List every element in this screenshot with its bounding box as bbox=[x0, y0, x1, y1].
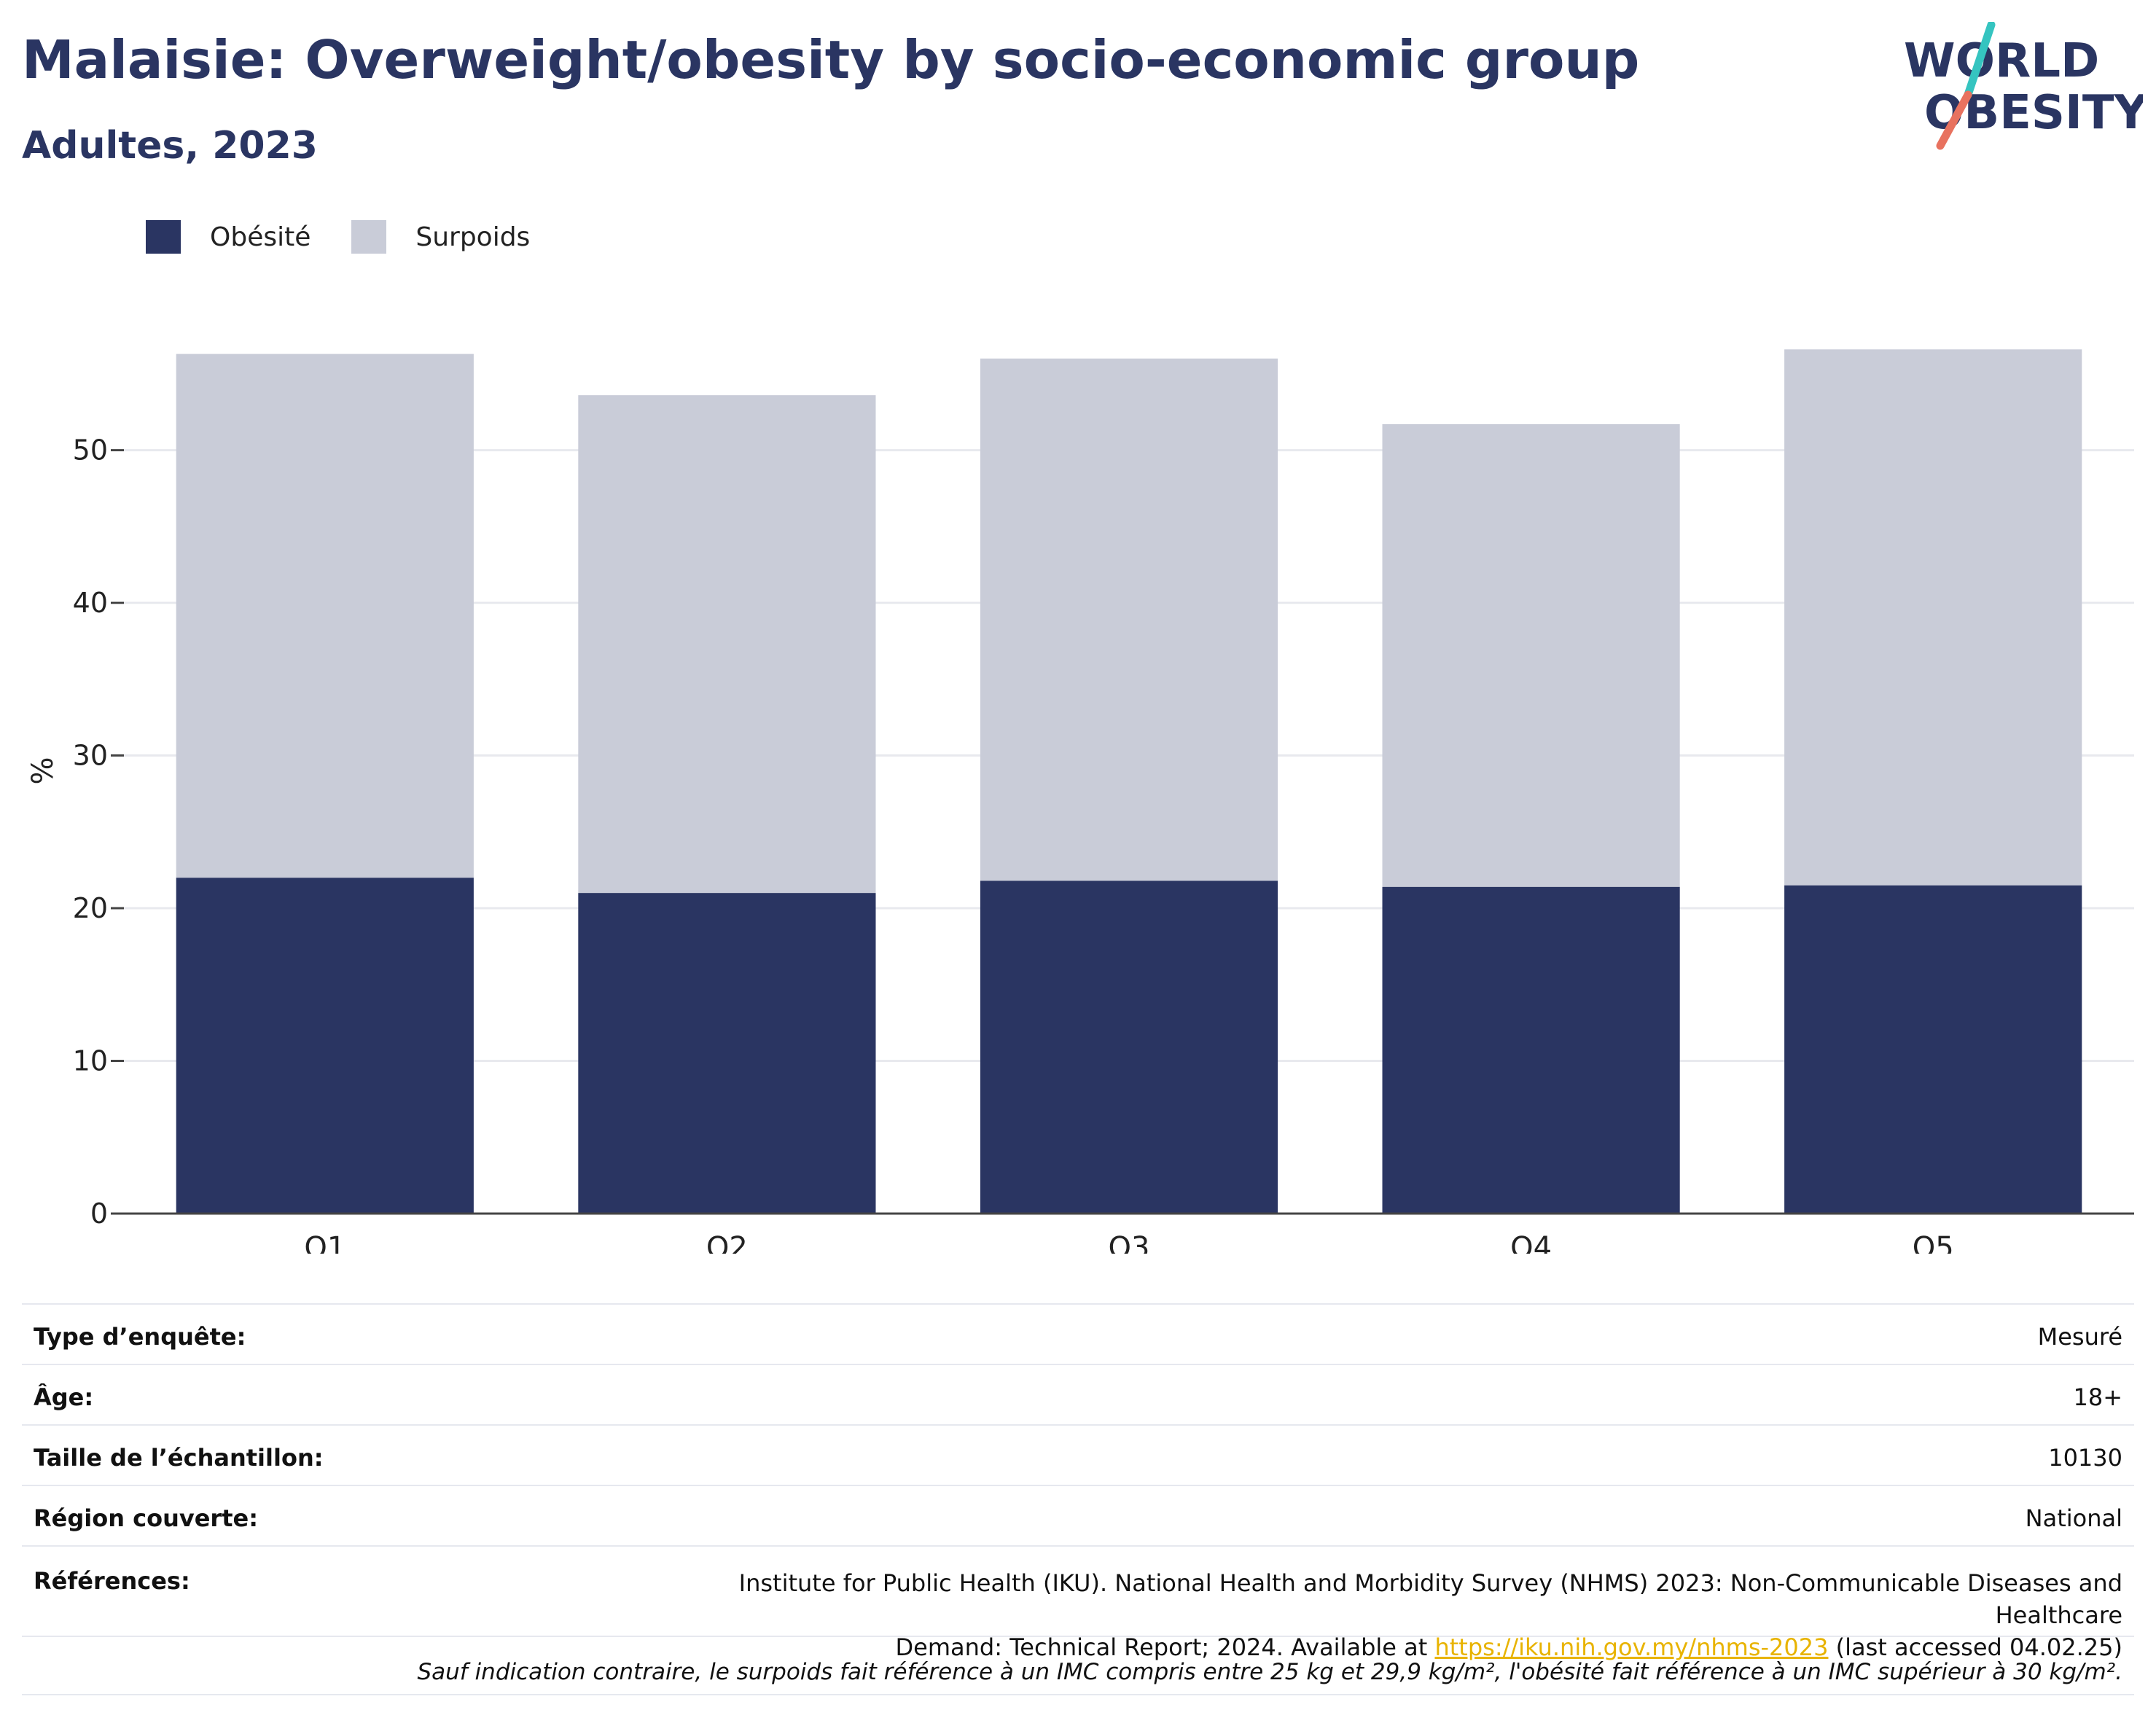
page-subtitle: Adultes, 2023 bbox=[22, 124, 318, 168]
legend-label-obesity: Obésité bbox=[210, 222, 311, 252]
info-label-sample-size: Taille de l’échantillon: bbox=[34, 1444, 324, 1472]
legend-item-overweight[interactable]: Surpoids bbox=[351, 220, 530, 254]
legend-swatch-overweight bbox=[351, 220, 387, 254]
stacked-bar-chart: 0 10 20 30 40 50% Q1 Q2 Q3 Q4 Q5 bbox=[26, 349, 2134, 1254]
bar-q4-overweight[interactable] bbox=[1382, 423, 1680, 887]
info-row-note: Sauf indication contraire, le surpoids f… bbox=[22, 1636, 2134, 1695]
info-row-region: Région couverte: National bbox=[22, 1485, 2134, 1545]
info-value-survey-type: Mesuré bbox=[2037, 1323, 2122, 1351]
y-axis-label: % bbox=[26, 757, 60, 784]
y-tick-label-40: 40 bbox=[73, 587, 108, 619]
info-value-references: Institute for Public Health (IKU). Natio… bbox=[665, 1567, 2122, 1663]
logo-line1: WORLD bbox=[1904, 34, 2099, 88]
info-label-references: Références: bbox=[34, 1567, 190, 1595]
info-label-age: Âge: bbox=[34, 1383, 94, 1411]
x-tick-label-q3: Q3 bbox=[1109, 1231, 1150, 1254]
info-label-region: Région couverte: bbox=[34, 1504, 258, 1532]
reference-text-line2-prefix: Demand: Technical Report; 2024. Availabl… bbox=[895, 1633, 1435, 1661]
bar-q1-overweight[interactable] bbox=[176, 354, 474, 878]
y-tick-label-30: 30 bbox=[73, 740, 108, 772]
x-tick-label-q1: Q1 bbox=[304, 1231, 345, 1254]
logo-slash-top bbox=[1964, 22, 1996, 99]
info-row-sample-size: Taille de l’échantillon: 10130 bbox=[22, 1424, 2134, 1485]
info-row-age: Âge: 18+ bbox=[22, 1364, 2134, 1424]
chart-legend: Obésité Surpoids bbox=[146, 215, 571, 259]
y-tick-label-20: 20 bbox=[73, 892, 108, 924]
info-value-sample-size: 10130 bbox=[2048, 1444, 2122, 1472]
x-tick-label-q5: Q5 bbox=[1913, 1231, 1954, 1254]
y-tick-label-50: 50 bbox=[73, 434, 108, 466]
bar-q4-obesity[interactable] bbox=[1382, 886, 1680, 1214]
bar-q3-obesity[interactable] bbox=[980, 880, 1278, 1214]
definition-note: Sauf indication contraire, le surpoids f… bbox=[417, 1659, 2122, 1685]
x-tick-label-q2: Q2 bbox=[706, 1231, 748, 1254]
legend-swatch-obesity bbox=[146, 220, 181, 254]
info-row-survey-type: Type d’enquête: Mesuré bbox=[22, 1303, 2134, 1364]
logo-slash-bottom bbox=[1936, 90, 1972, 150]
legend-label-overweight: Surpoids bbox=[415, 222, 531, 252]
bar-q3-overweight[interactable] bbox=[980, 358, 1278, 881]
info-row-references: Références: Institute for Public Health … bbox=[22, 1545, 2134, 1661]
x-tick-label-q4: Q4 bbox=[1510, 1231, 1552, 1254]
reference-link[interactable]: https://iku.nih.gov.my/nhms-2023 bbox=[1434, 1633, 1829, 1661]
info-value-region: National bbox=[2025, 1504, 2122, 1532]
reference-text-line2-suffix: (last accessed 04.02.25) bbox=[1828, 1633, 2122, 1661]
reference-text-line1: Institute for Public Health (IKU). Natio… bbox=[738, 1569, 2122, 1629]
page-title: Malaisie: Overweight/obesity by socio-ec… bbox=[22, 29, 1640, 90]
info-value-age: 18+ bbox=[2073, 1383, 2122, 1411]
legend-item-obesity[interactable]: Obésité bbox=[146, 220, 310, 254]
bar-q2-overweight[interactable] bbox=[578, 395, 876, 894]
bar-q1-obesity[interactable] bbox=[176, 878, 474, 1214]
bar-q2-obesity[interactable] bbox=[578, 893, 876, 1214]
bar-q5-overweight[interactable] bbox=[1784, 349, 2082, 886]
info-label-survey-type: Type d’enquête: bbox=[34, 1323, 246, 1351]
world-obesity-logo: WORLD OBESITY bbox=[1904, 22, 2143, 150]
y-tick-label-0: 0 bbox=[90, 1198, 108, 1230]
y-tick-label-10: 10 bbox=[73, 1045, 108, 1077]
bar-q5-obesity[interactable] bbox=[1784, 885, 2082, 1214]
survey-info-table: Type d’enquête: Mesuré Âge: 18+ Taille d… bbox=[22, 1303, 2134, 1695]
